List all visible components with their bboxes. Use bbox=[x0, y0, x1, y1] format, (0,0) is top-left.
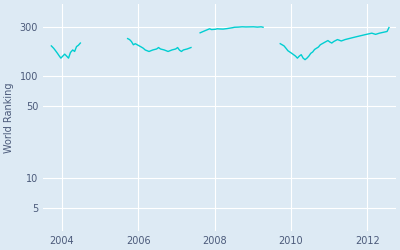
Y-axis label: World Ranking: World Ranking bbox=[4, 82, 14, 153]
